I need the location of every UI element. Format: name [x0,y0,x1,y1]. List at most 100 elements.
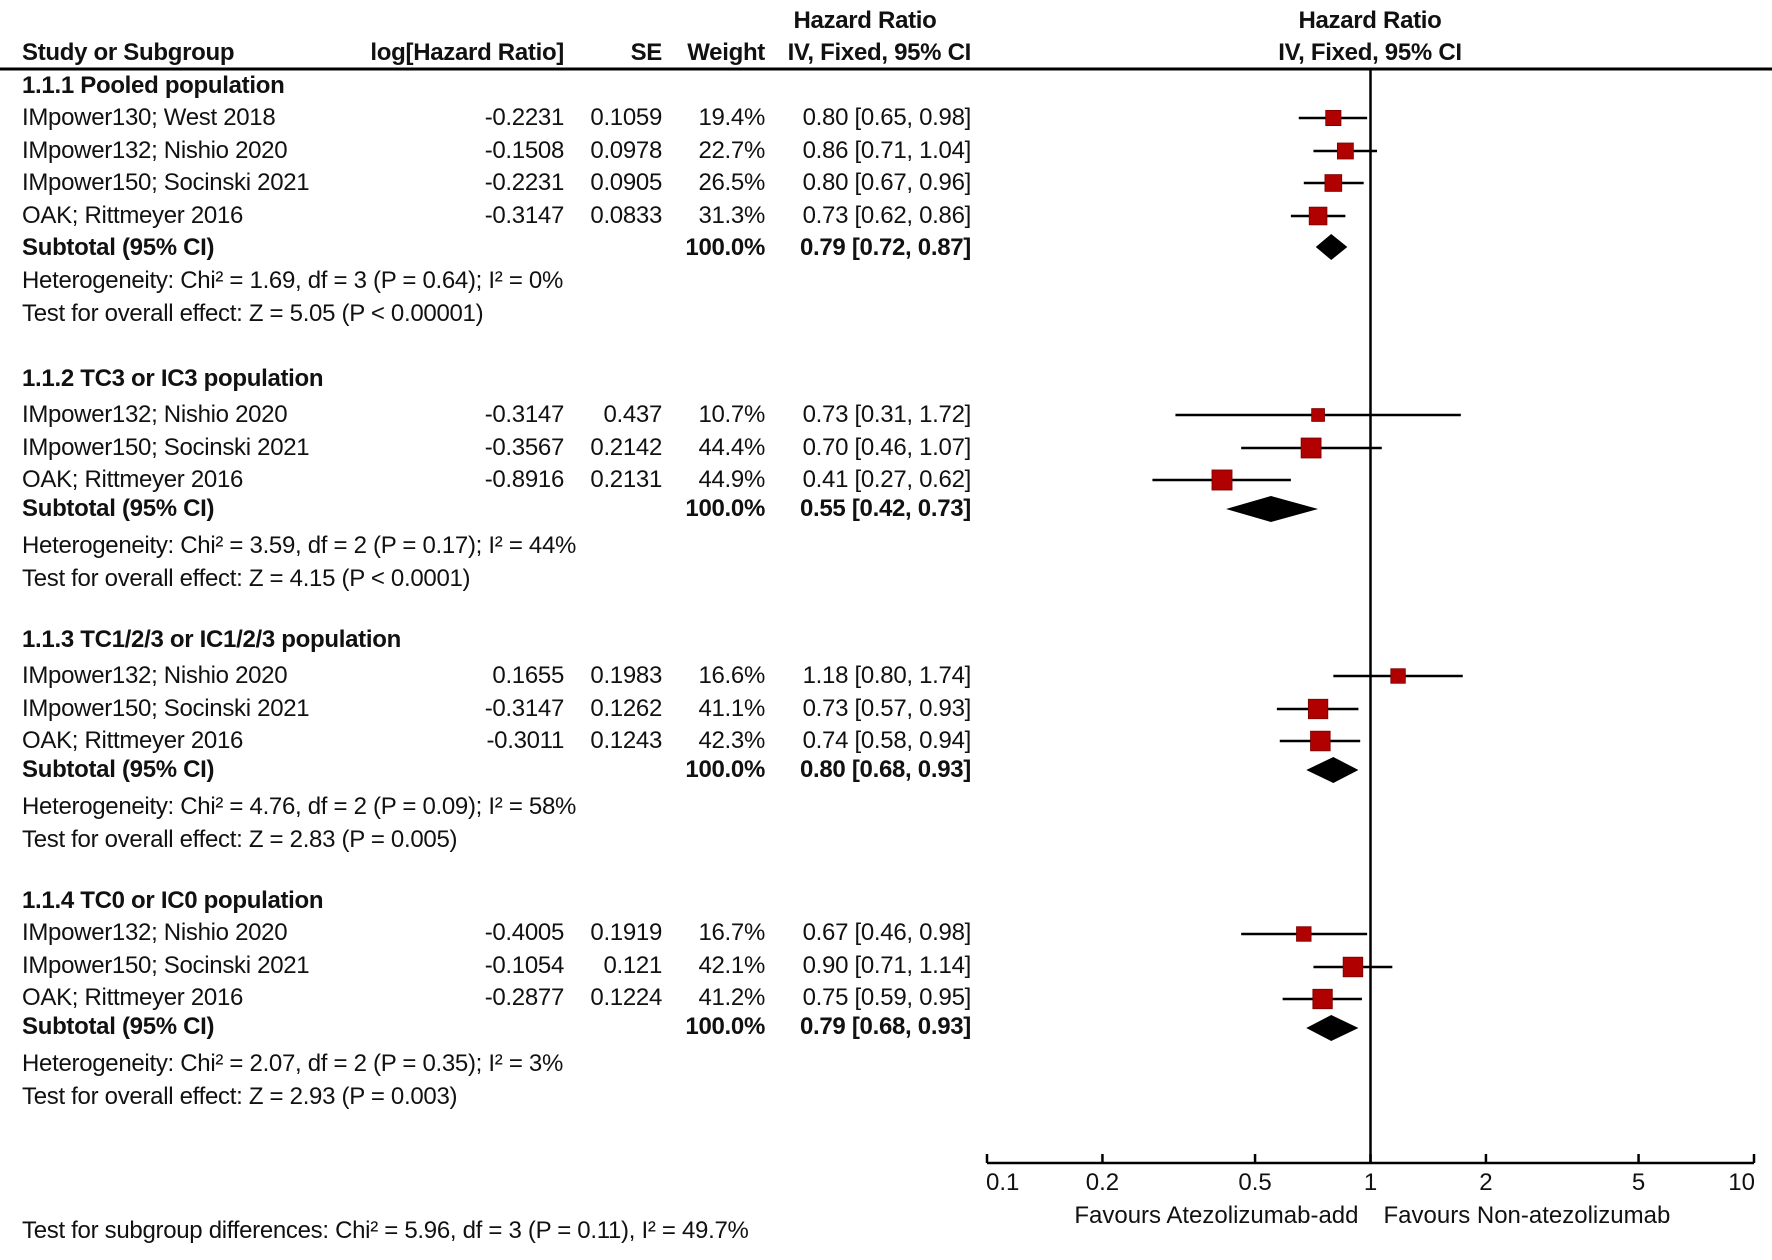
study-name: OAK; Rittmeyer 2016 [22,984,244,1011]
study-loghr: -0.8916 [484,466,565,493]
study-loghr: -0.3567 [484,434,565,461]
study-marker [1325,109,1342,127]
study-marker [1307,698,1329,720]
study-name: IMpower132; Nishio 2020 [22,401,288,428]
study-weight: 44.9% [698,466,765,493]
study-hr-ci: 0.80 [0.65, 0.98] [802,104,972,131]
study-se: 0.0978 [590,137,662,164]
study-loghr: -0.3011 [486,727,564,754]
study-hr-ci: 0.67 [0.46, 0.98] [802,919,972,946]
study-loghr: -0.3147 [484,202,565,229]
subgroup-label: 1.1.4 TC0 or IC0 population [22,887,324,914]
study-name: IMpower132; Nishio 2020 [22,137,288,164]
study-loghr: -0.2231 [484,169,565,196]
study-hr-ci: 0.41 [0.27, 0.62] [802,466,972,493]
study-hr-ci: 0.70 [0.46, 1.07] [802,434,972,461]
study-se: 0.1919 [590,919,662,946]
header-hr-line1: Hazard Ratio [793,7,937,34]
x-tick-label: 2 [1479,1169,1492,1196]
study-marker [1324,174,1343,192]
subtotal-label: Subtotal (95% CI) [22,1013,215,1040]
subtotal-diamond [1226,496,1319,522]
study-marker [1336,142,1354,160]
study-loghr: -0.1054 [484,952,565,979]
study-loghr: -0.4005 [484,919,565,946]
study-loghr: -0.1508 [484,137,565,164]
study-se: 0.0905 [590,169,662,196]
study-loghr: -0.3147 [484,695,565,722]
subtotal-diamond [1315,234,1348,260]
x-tick-label: 10 [1728,1169,1755,1196]
study-hr-ci: 0.74 [0.58, 0.94] [802,727,972,754]
x-tick-label: 0.5 [1238,1169,1271,1196]
study-marker [1300,437,1322,459]
heterogeneity-text: Heterogeneity: Chi² = 4.76, df = 2 (P = … [22,793,577,820]
study-se: 0.1243 [590,727,662,754]
x-tick-label: 5 [1632,1169,1645,1196]
study-name: IMpower130; West 2018 [22,104,276,131]
overall-effect-text: Test for overall effect: Z = 4.15 (P < 0… [22,565,471,592]
study-name: OAK; Rittmeyer 2016 [22,466,244,493]
study-hr-ci: 0.73 [0.62, 0.86] [802,202,972,229]
overall-effect-text: Test for overall effect: Z = 2.83 (P = 0… [22,826,458,853]
study-weight: 44.4% [698,434,765,461]
subgroup-label: 1.1.2 TC3 or IC3 population [22,365,324,392]
study-se: 0.2131 [590,466,662,493]
study-hr-ci: 1.18 [0.80, 1.74] [802,662,972,689]
study-weight: 19.4% [698,104,765,131]
heterogeneity-text: Heterogeneity: Chi² = 1.69, df = 3 (P = … [22,267,564,294]
study-weight: 31.3% [698,202,765,229]
study-se: 0.1262 [590,695,662,722]
x-tick-label: 1 [1364,1169,1377,1196]
study-hr-ci: 0.73 [0.57, 0.93] [802,695,972,722]
study-name: IMpower150; Socinski 2021 [22,952,310,979]
study-loghr: 0.1655 [492,662,564,689]
header-plot-line2: IV, Fixed, 95% CI [1278,39,1462,66]
overall-effect-text: Test for overall effect: Z = 2.93 (P = 0… [22,1083,458,1110]
study-marker [1390,668,1406,684]
study-marker [1310,730,1331,752]
study-name: IMpower132; Nishio 2020 [22,919,288,946]
study-se: 0.2142 [590,434,662,461]
header-hr-line2: IV, Fixed, 95% CI [787,39,972,66]
subtotal-diamond [1306,1015,1359,1041]
favours-right-label: Favours Non-atezolizumab [1384,1202,1671,1229]
study-marker [1308,206,1328,226]
study-loghr: -0.2877 [484,984,565,1011]
study-marker [1312,988,1333,1010]
header-plot-line1: Hazard Ratio [1298,7,1442,34]
heterogeneity-text: Heterogeneity: Chi² = 3.59, df = 2 (P = … [22,532,577,559]
study-hr-ci: 0.73 [0.31, 1.72] [802,401,972,428]
study-name: IMpower150; Socinski 2021 [22,169,310,196]
header-study: Study or Subgroup [22,39,235,66]
study-marker [1296,926,1312,942]
subtotal-diamond [1306,757,1359,783]
subtotal-weight: 100.0% [685,234,765,261]
study-weight: 10.7% [698,401,765,428]
heterogeneity-text: Heterogeneity: Chi² = 2.07, df = 2 (P = … [22,1050,564,1077]
study-weight: 16.6% [698,662,765,689]
header-se: SE [630,39,663,66]
study-marker [1211,469,1233,491]
subtotal-hr-ci: 0.79 [0.68, 0.93] [799,1013,971,1040]
study-weight: 22.7% [698,137,765,164]
study-hr-ci: 0.80 [0.67, 0.96] [802,169,972,196]
study-weight: 41.2% [698,984,765,1011]
study-se: 0.1983 [590,662,662,689]
study-loghr: -0.3147 [484,401,565,428]
study-name: IMpower150; Socinski 2021 [22,695,310,722]
subtotal-hr-ci: 0.79 [0.72, 0.87] [799,234,971,261]
subgroup-label: 1.1.3 TC1/2/3 or IC1/2/3 population [22,626,401,653]
header-loghr: log[Hazard Ratio] [370,39,564,66]
study-name: OAK; Rittmeyer 2016 [22,202,244,229]
subtotal-hr-ci: 0.55 [0.42, 0.73] [799,495,971,522]
study-name: IMpower150; Socinski 2021 [22,434,310,461]
subtotal-label: Subtotal (95% CI) [22,234,215,261]
study-loghr: -0.2231 [484,104,565,131]
subgroup-differences-text: Test for subgroup differences: Chi² = 5.… [22,1217,749,1244]
subtotal-hr-ci: 0.80 [0.68, 0.93] [799,756,971,783]
subtotal-weight: 100.0% [685,1013,765,1040]
subtotal-weight: 100.0% [685,756,765,783]
